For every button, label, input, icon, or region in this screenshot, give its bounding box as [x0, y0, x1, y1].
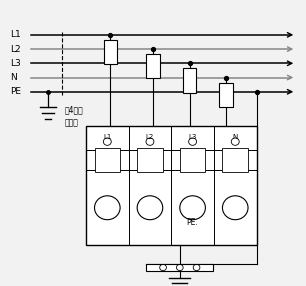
Bar: [95, 148, 120, 172]
Text: PE: PE: [10, 87, 21, 96]
Text: L2: L2: [10, 45, 21, 53]
Text: L3: L3: [188, 134, 197, 140]
Text: PE.: PE.: [187, 218, 199, 227]
Bar: [137, 148, 163, 172]
Text: L1: L1: [10, 30, 21, 39]
Text: 焉4断器: 焉4断器: [65, 106, 84, 115]
Bar: [103, 40, 117, 64]
Bar: [219, 83, 233, 107]
Text: 或空开: 或空开: [65, 119, 79, 128]
Bar: [222, 148, 248, 172]
Bar: [146, 54, 160, 78]
Text: L1: L1: [103, 134, 111, 140]
Bar: [183, 68, 196, 93]
Bar: [146, 264, 213, 271]
Bar: [180, 148, 205, 172]
Text: N: N: [10, 73, 17, 82]
Bar: [86, 126, 256, 245]
Text: L2: L2: [146, 134, 154, 140]
Text: L3: L3: [10, 59, 21, 68]
Text: N: N: [233, 134, 238, 140]
